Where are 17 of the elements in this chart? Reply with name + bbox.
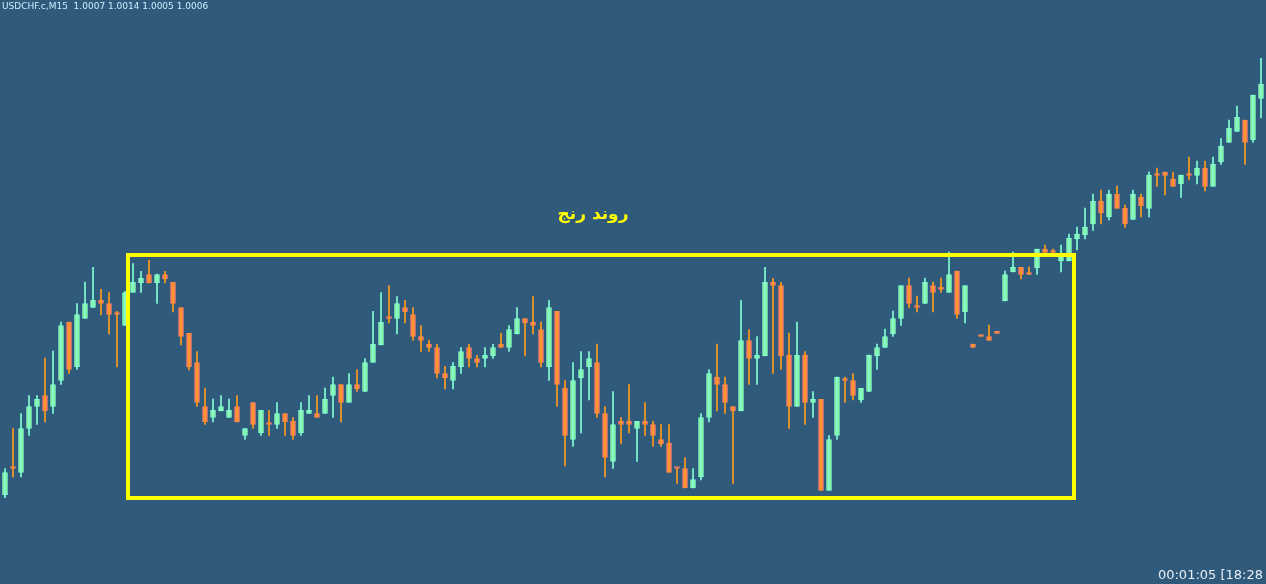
chart-title: USDCHF.c,M15 1.0007 1.0014 1.0005 1.0006 xyxy=(2,1,209,11)
annotation: روند رنج xyxy=(557,203,629,223)
candlestick xyxy=(842,376,848,403)
text: 00:01:05 [18:28 xyxy=(1157,567,1263,582)
candlestick xyxy=(978,334,984,337)
candlestick xyxy=(386,285,392,324)
candlestick xyxy=(914,295,920,313)
candlestick xyxy=(938,277,944,293)
candlestick xyxy=(1186,156,1192,181)
candlestick xyxy=(1154,167,1160,187)
candlestick xyxy=(10,428,16,478)
candlestick xyxy=(1050,248,1056,254)
candlestick xyxy=(674,466,680,484)
candlestick xyxy=(266,410,272,436)
candlestick xyxy=(114,311,120,368)
candlestick xyxy=(994,331,1000,334)
candlestick xyxy=(1026,266,1032,275)
